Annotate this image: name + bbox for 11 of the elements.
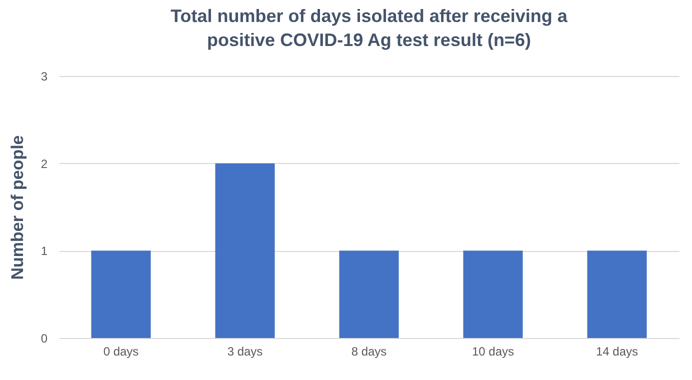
- y-tick-label: 1: [40, 244, 48, 258]
- x-tick-label: 3 days: [227, 344, 263, 358]
- x-tick-label: 8 days: [351, 344, 387, 358]
- y-tick-label: 2: [40, 156, 48, 171]
- x-tick-label: 0 days: [103, 344, 139, 358]
- x-tick-label: 10 days: [472, 344, 514, 358]
- x-tick-label: 14 days: [596, 344, 638, 358]
- y-axis-title: Number of people: [8, 135, 27, 280]
- y-tick-label: 0: [40, 332, 48, 346]
- chart-title: Total number of days isolated after receiving a positive COVID-19 Ag test result (n=6): [170, 6, 568, 50]
- y-tick-label: 3: [40, 70, 48, 84]
